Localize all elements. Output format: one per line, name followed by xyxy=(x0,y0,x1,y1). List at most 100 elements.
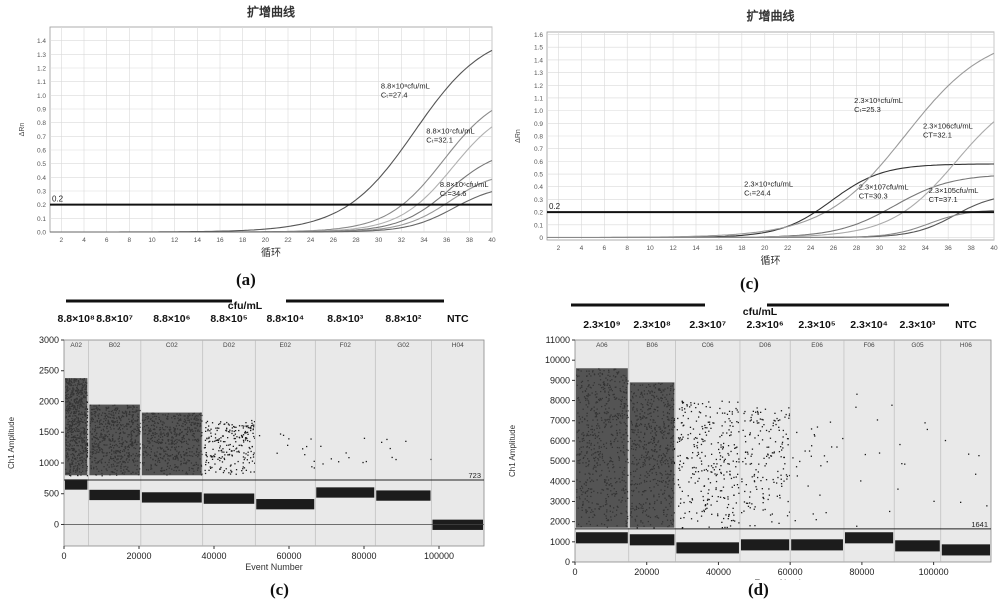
negative-droplet-band xyxy=(844,532,894,544)
y-tick-label: 1.4 xyxy=(37,38,46,45)
well-id: E06 xyxy=(811,342,823,349)
well-id: B02 xyxy=(109,342,121,349)
y-tick-label: 0 xyxy=(565,557,570,567)
x-tick-label: 20000 xyxy=(126,551,151,561)
well-concentration: 8.8×10³ xyxy=(327,313,363,325)
negative-droplet-band xyxy=(895,540,940,552)
x-axis-label: Event Number xyxy=(245,562,303,572)
y-tick-label: 0.9 xyxy=(534,121,543,128)
x-tick-label: 26 xyxy=(330,237,338,244)
x-axis-label: 循环 xyxy=(261,246,281,259)
positive-droplet-cluster xyxy=(629,382,675,528)
x-tick-label: 26 xyxy=(830,245,838,252)
x-tick-label: 12 xyxy=(171,237,179,244)
y-tick-label: 0.2 xyxy=(37,202,46,209)
y-tick-label: 0.8 xyxy=(534,134,543,141)
y-tick-label: 4000 xyxy=(550,476,570,486)
y-tick-label: 0.6 xyxy=(534,159,543,166)
negative-droplet-band xyxy=(676,542,739,554)
positive-droplet-cluster xyxy=(89,404,140,476)
y-tick-label: 5000 xyxy=(550,456,570,466)
well-id: C02 xyxy=(166,342,178,349)
y-tick-label: 0.3 xyxy=(37,189,46,196)
y-tick-label: 0.9 xyxy=(37,107,46,114)
caption-d: (d) xyxy=(748,580,769,599)
y-axis-label: ΔRn xyxy=(19,123,26,137)
y-tick-label: 0.6 xyxy=(37,148,46,155)
y-axis-label: Ch1 Amplitude xyxy=(508,424,517,477)
y-tick-label: 8000 xyxy=(550,396,570,406)
curve-annotation: 2.3×10⁹cfu/mL Cₜ=24.4 xyxy=(744,180,793,198)
y-tick-label: 1000 xyxy=(550,537,570,547)
y-tick-label: 0.8 xyxy=(37,120,46,127)
curve-annotation: 8.8×10⁸cfu/mL Cₜ=27.4 xyxy=(381,82,430,100)
x-tick-label: 100000 xyxy=(424,551,454,561)
x-tick-label: 40 xyxy=(990,245,998,252)
unit-label: cfu/mL xyxy=(743,306,778,318)
x-tick-label: 38 xyxy=(466,237,474,244)
y-tick-label: 0 xyxy=(539,235,543,242)
curve-annotation: 2.3×10⁸cfu/mL Cₜ=25.3 xyxy=(854,96,903,114)
negative-droplet-band xyxy=(941,544,990,556)
amplification-chart-a: 2 4 6 8 10 12 14 16 18 20 22 24 26 28 30 32 34 36 38 40 0.0 0… xyxy=(0,0,500,268)
well-concentration: 2.3×10⁶ xyxy=(746,319,783,331)
well-concentration: 2.3×10⁸ xyxy=(633,319,670,331)
chart-title: 扩增曲线 xyxy=(746,8,794,23)
x-tick-label: 4 xyxy=(82,237,86,244)
x-tick-label: 20000 xyxy=(634,567,659,577)
x-tick-label: 36 xyxy=(443,237,451,244)
y-tick-label: 1500 xyxy=(39,427,59,437)
y-tick-label: 0.7 xyxy=(534,146,543,153)
x-tick-label: 28 xyxy=(853,245,861,252)
x-tick-label: 10 xyxy=(148,237,156,244)
ddpcr-chart-d: cfu/mL 2.3×10⁹ A06 2.3×10⁸ B06 2.3×10⁷ C06 2.3×… xyxy=(505,290,1000,588)
x-tick-label: 34 xyxy=(922,245,930,252)
threshold-label: 0.2 xyxy=(549,202,561,211)
unit-label: cfu/mL xyxy=(228,300,263,312)
y-tick-label: 11000 xyxy=(546,335,570,345)
well-concentration: NTC xyxy=(955,319,977,331)
y-tick-label: 0.4 xyxy=(534,184,543,191)
y-tick-label: 1.0 xyxy=(534,108,543,115)
negative-droplet-band xyxy=(203,493,255,504)
y-tick-label: 0.1 xyxy=(37,216,46,223)
x-tick-label: 30 xyxy=(876,245,884,252)
x-tick-label: 80000 xyxy=(849,567,874,577)
x-tick-label: 18 xyxy=(239,237,247,244)
x-tick-label: 0 xyxy=(572,567,577,577)
negative-droplet-band xyxy=(629,534,675,546)
y-tick-label: 9000 xyxy=(550,375,570,385)
well-id: D02 xyxy=(223,342,235,349)
well-concentration: 2.3×10⁵ xyxy=(798,319,835,331)
x-tick-label: 16 xyxy=(715,245,723,252)
curve-annotation: 2.3×106cfu/mL CT=32.1 xyxy=(923,121,973,139)
y-tick-label: 10000 xyxy=(545,355,570,365)
ddpcr-chart-c-svg: cfu/mL 8.8×10⁸ A02 8.8×10⁷ B02 8.8×10⁶ C02 8.8×… xyxy=(7,299,485,572)
y-tick-label: 1.0 xyxy=(37,93,46,100)
y-tick-label: 3000 xyxy=(550,496,570,506)
x-tick-label: 40000 xyxy=(706,567,731,577)
x-tick-label: 32 xyxy=(899,245,907,252)
well-id: D06 xyxy=(759,342,771,349)
x-tick-label: 14 xyxy=(194,237,202,244)
caption-c-bottom: (c) xyxy=(270,580,289,599)
x-tick-label: 22 xyxy=(284,237,292,244)
well-id: H06 xyxy=(960,342,972,349)
well-concentration: 2.3×10³ xyxy=(900,319,936,331)
well-concentration: 8.8×10⁸ xyxy=(58,313,95,325)
curve-annotation: 8.8×10⁷cfu/mL Cₜ=32.1 xyxy=(426,127,474,145)
y-tick-label: 1000 xyxy=(39,458,59,468)
y-tick-label: 0.5 xyxy=(534,172,543,179)
well-id: F02 xyxy=(340,342,352,349)
positive-droplet-cluster xyxy=(65,378,88,476)
well-concentration: NTC xyxy=(447,313,469,325)
x-tick-label: 22 xyxy=(784,245,792,252)
y-tick-label: 1.1 xyxy=(37,79,46,86)
y-axis-label: ΔRn xyxy=(515,129,522,143)
y-axis-label: Ch1 Amplitude xyxy=(7,416,16,469)
amplification-chart-b-svg: 2 4 6 8 10 12 14 16 18 20 22 24 26 28 30 32 34 36 38 4000.1… xyxy=(515,8,998,267)
y-tick-label: 500 xyxy=(44,489,59,499)
threshold-label: 723 xyxy=(468,471,481,480)
amplification-curve xyxy=(50,191,493,233)
y-tick-label: 0.7 xyxy=(37,134,46,141)
